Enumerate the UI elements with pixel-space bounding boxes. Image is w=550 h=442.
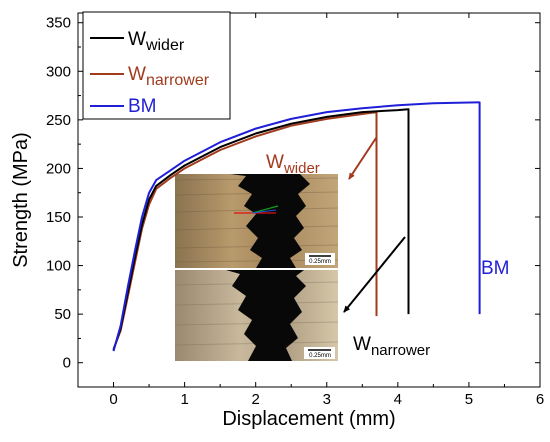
micrograph-bottom: 0.25mm xyxy=(174,270,339,361)
legend: Wwider Wnarrower BM xyxy=(82,11,231,120)
y-tick-label-4: 200 xyxy=(46,160,71,177)
annotation-wider: Wwider xyxy=(266,152,320,177)
y-tick-label-7: 350 xyxy=(46,15,71,32)
x-tick-label-2: 2 xyxy=(252,391,260,408)
legend-label-bm: BM xyxy=(128,96,157,117)
y-tick-label-2: 100 xyxy=(46,258,71,275)
y-tick-label-0: 0 xyxy=(63,355,71,372)
x-tick-label-3: 3 xyxy=(323,391,331,408)
x-tick-label-4: 4 xyxy=(394,391,402,408)
legend-item-bm: BM xyxy=(90,96,157,117)
micrograph-top: 0.25mm xyxy=(174,174,339,268)
y-tick-label-1: 50 xyxy=(54,306,71,323)
annotation-bm: BM xyxy=(481,258,510,279)
legend-label-wider: Wwider xyxy=(128,29,185,54)
scale-bar-top: 0.25mm xyxy=(309,259,331,265)
micrograph-inset: 0.25mm 0.25mm xyxy=(174,174,339,361)
x-tick-label-0: 0 xyxy=(109,391,117,408)
legend-item-narrower: Wnarrower xyxy=(90,64,210,89)
y-tick-label-6: 300 xyxy=(46,63,71,80)
y-axis-title: Strength (MPa) xyxy=(10,132,32,268)
y-tick-label-5: 250 xyxy=(46,112,71,129)
axis-tick-labels: 0 1 2 3 4 5 6 0 50 100 150 200 250 300 350 xyxy=(46,15,544,408)
x-tick-label-6: 6 xyxy=(536,391,544,408)
x-tick-label-1: 1 xyxy=(180,391,188,408)
series-line-bm xyxy=(112,101,481,352)
plot-frame xyxy=(77,12,541,388)
data-series xyxy=(112,101,481,352)
legend-label-narrower: Wnarrower xyxy=(128,64,210,89)
legend-item-wider: Wwider xyxy=(90,29,185,54)
scale-bar-bottom: 0.25mm xyxy=(309,353,331,359)
x-tick-label-5: 5 xyxy=(465,391,473,408)
arrow-narrower xyxy=(343,236,406,313)
x-axis-title: Displacement (mm) xyxy=(222,408,395,430)
arrow-wider xyxy=(348,137,377,180)
y-tick-label-3: 150 xyxy=(46,209,71,226)
series-line-wider xyxy=(112,108,410,351)
annotation-narrower: Wnarrower xyxy=(353,334,430,359)
legend-box xyxy=(82,11,231,120)
